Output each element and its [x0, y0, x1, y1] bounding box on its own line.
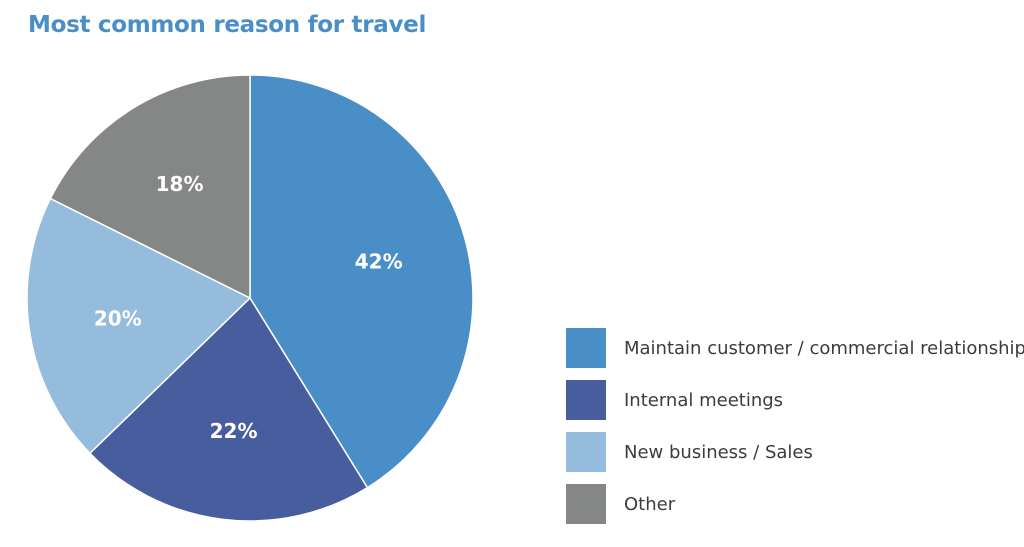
legend-label: Internal meetings [624, 389, 784, 411]
legend-label: New business / Sales [624, 441, 813, 463]
legend-swatch [566, 380, 606, 420]
legend: Maintain customer / commercial relations… [566, 322, 1024, 530]
pie-slice-maintain-customer-commercial-relationships [249, 74, 474, 489]
legend-label: Maintain customer / commercial relations… [624, 337, 1024, 359]
slice-label-other: 18% [156, 172, 204, 196]
pie-slice-other [49, 74, 251, 300]
slice-label-maintain-customer-commercial-relationships: 42% [355, 249, 403, 273]
pie-slice-internal-meetings [88, 296, 369, 522]
legend-swatch [566, 484, 606, 524]
slice-label-new-business-sales: 20% [94, 307, 142, 331]
legend-item-other: Other [566, 478, 1024, 530]
legend-swatch [566, 432, 606, 472]
legend-item-internal-meetings: Internal meetings [566, 374, 1024, 426]
legend-item-new-business: New business / Sales [566, 426, 1024, 478]
slice-label-internal-meetings: 22% [210, 419, 258, 443]
legend-item-maintain-relationships: Maintain customer / commercial relations… [566, 322, 1024, 374]
legend-swatch [566, 328, 606, 368]
pie-slice-new-business-sales [26, 197, 252, 455]
chart-title: Most common reason for travel [28, 12, 427, 38]
legend-label: Other [624, 493, 676, 515]
